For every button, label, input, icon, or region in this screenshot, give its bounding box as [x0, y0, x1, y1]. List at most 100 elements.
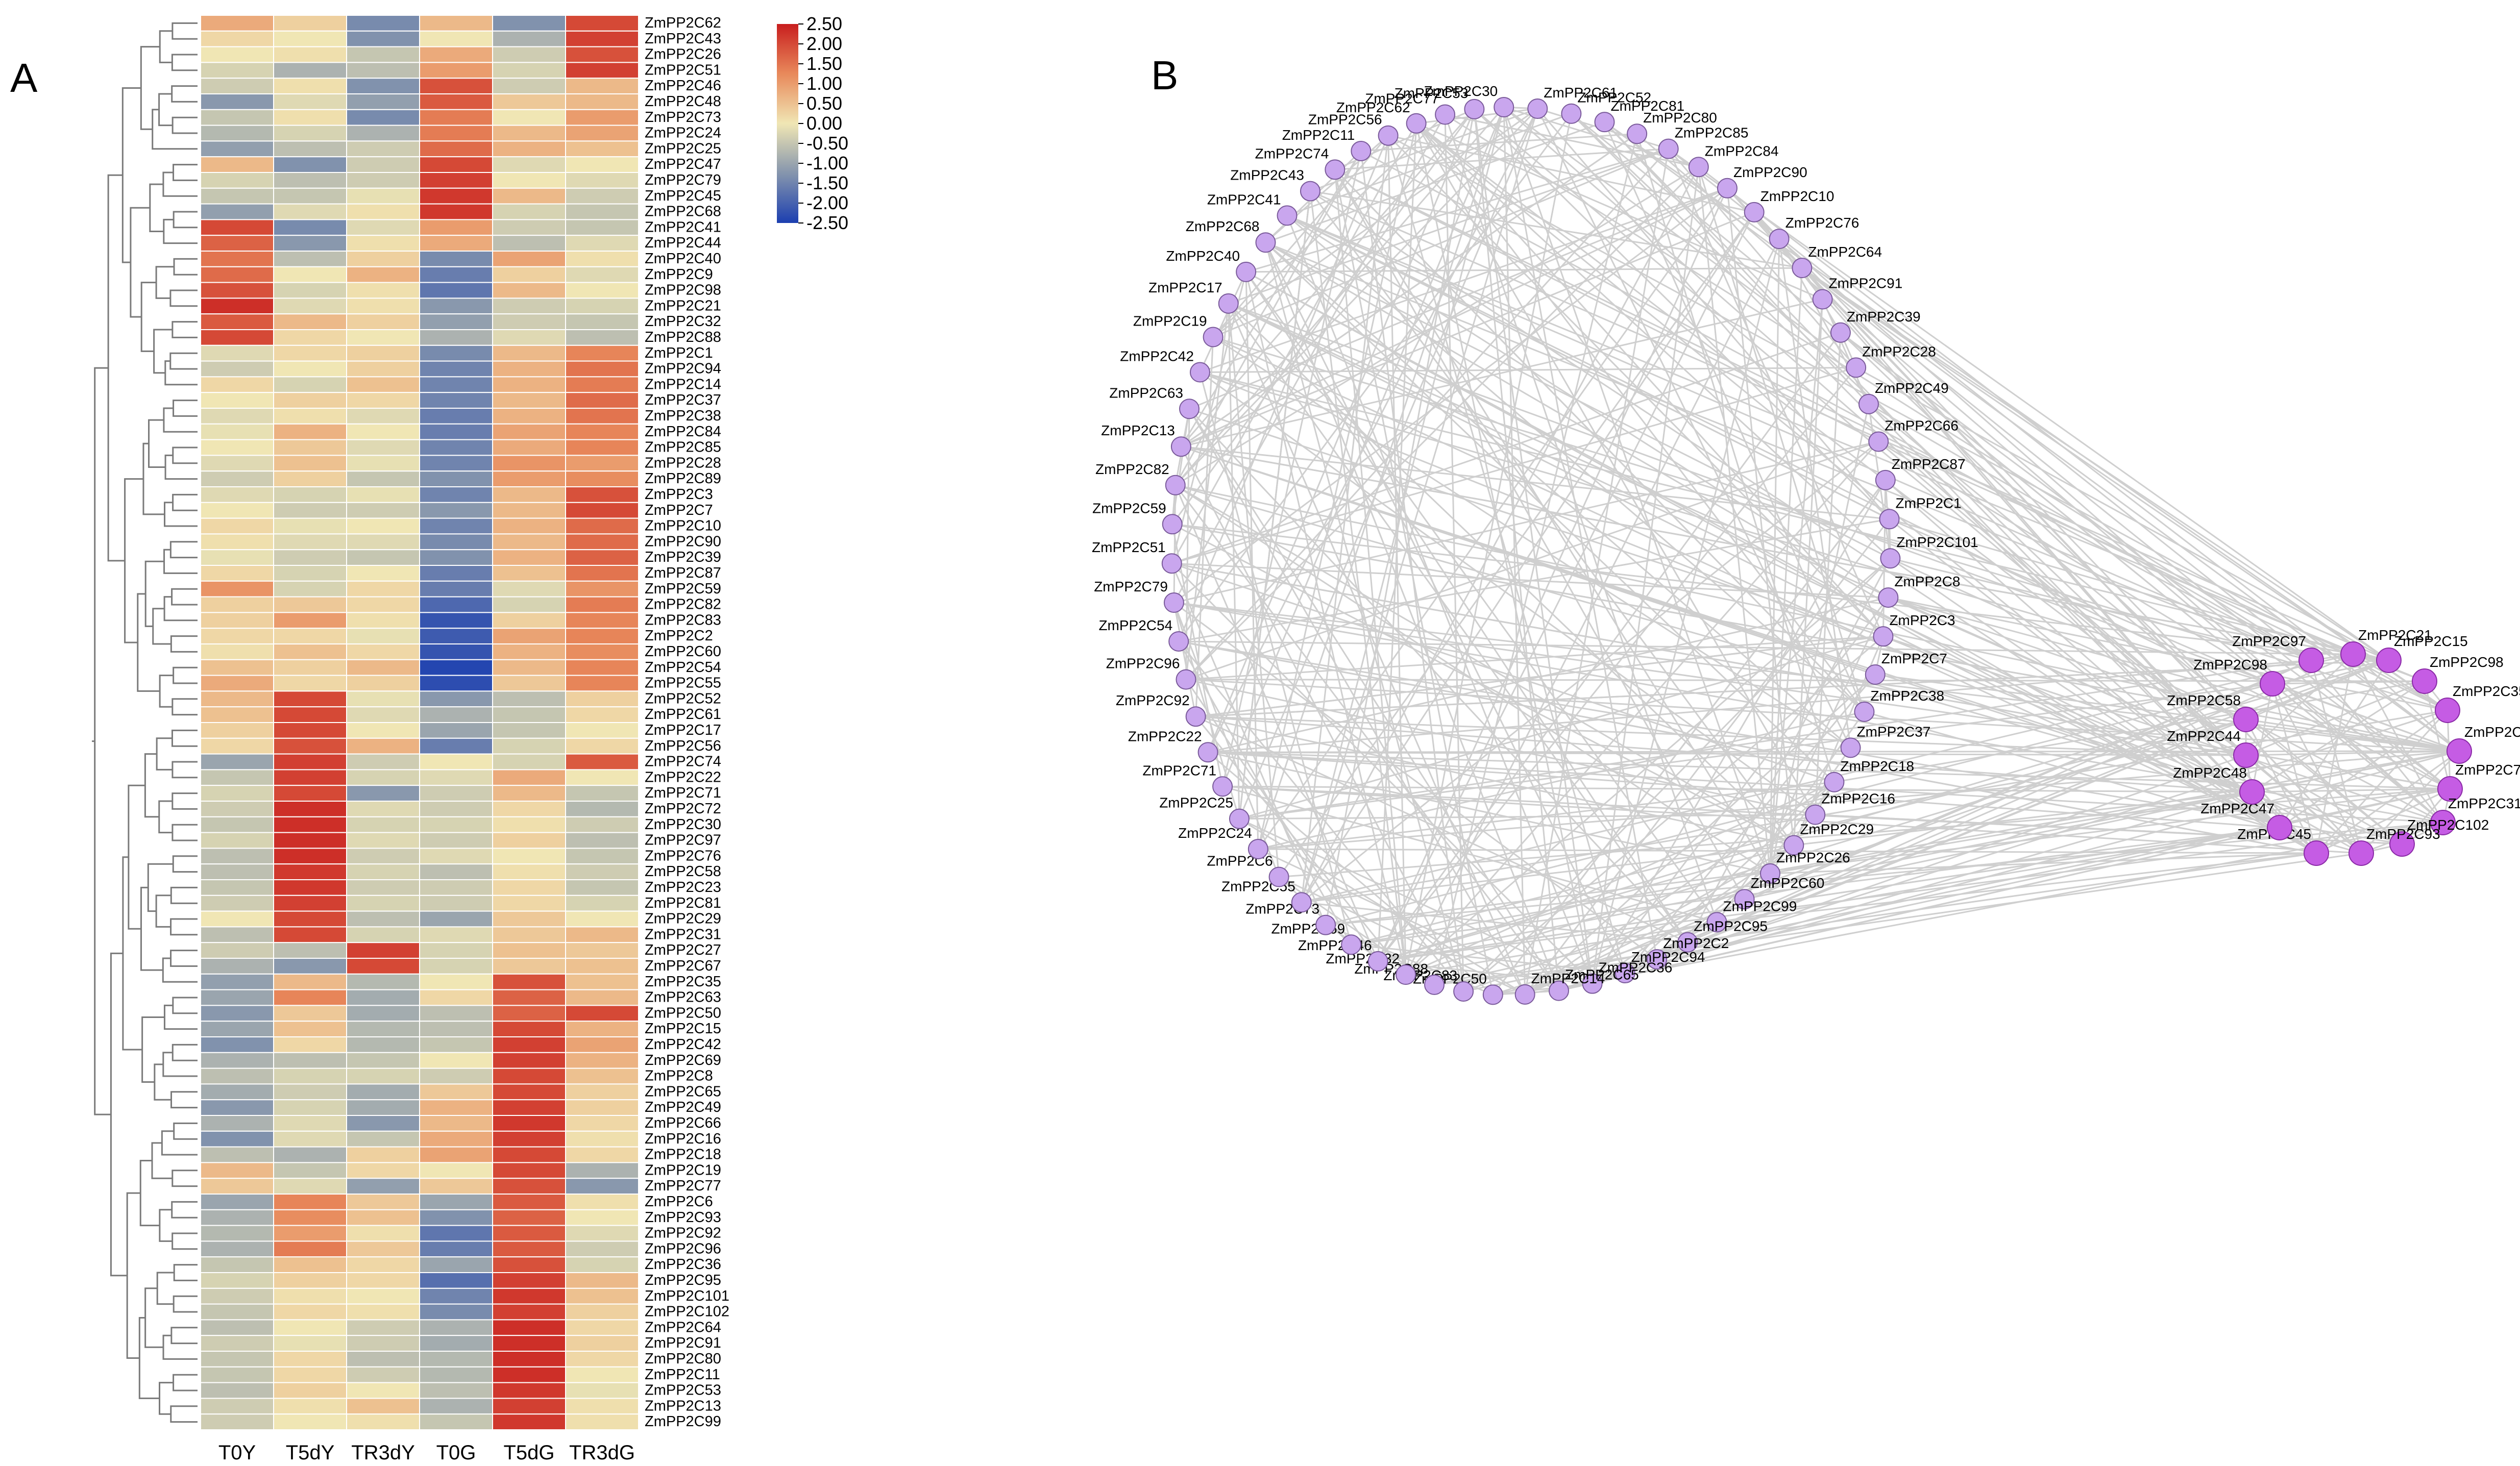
network-node — [1878, 587, 1899, 608]
heatmap-row-label: ZmPP2C69 — [645, 1052, 721, 1069]
heatmap-cell — [419, 675, 493, 692]
heatmap-row-label: ZmPP2C96 — [645, 1240, 721, 1257]
heatmap-cell — [200, 109, 274, 126]
heatmap-cell — [492, 801, 566, 817]
heatmap-cell — [346, 785, 420, 802]
heatmap-cell — [492, 1036, 566, 1053]
heatmap-cell — [273, 517, 347, 535]
heatmap-cell — [419, 109, 493, 126]
heatmap-cell — [419, 1115, 493, 1132]
heatmap-cell — [565, 344, 639, 362]
network-node — [1162, 514, 1183, 535]
heatmap-cell — [273, 125, 347, 142]
heatmap-cell — [492, 1005, 566, 1022]
heatmap-cell — [565, 1366, 639, 1383]
heatmap-cell — [273, 643, 347, 660]
heatmap-cell — [419, 659, 493, 676]
heatmap-cell — [273, 78, 347, 94]
heatmap-cell — [492, 219, 566, 236]
heatmap-cell — [492, 62, 566, 79]
network-node — [1627, 123, 1648, 144]
heatmap-row-label: ZmPP2C48 — [645, 93, 721, 110]
network-node — [1549, 980, 1570, 1001]
network-node — [1168, 631, 1189, 652]
heatmap-cell — [200, 1036, 274, 1053]
network-node-label: ZmPP2C81 — [1611, 98, 1685, 114]
heatmap-cell — [273, 392, 347, 409]
network-hub-node — [2260, 671, 2285, 697]
heatmap-row-label: ZmPP2C82 — [645, 597, 721, 613]
network-node — [1706, 912, 1727, 933]
heatmap-cell — [565, 46, 639, 63]
heatmap-cell — [565, 832, 639, 849]
heatmap-row-label: ZmPP2C95 — [645, 1272, 721, 1288]
heatmap-cell — [200, 235, 274, 252]
heatmap-cell — [419, 470, 493, 488]
heatmap-cell — [419, 455, 493, 472]
heatmap-cell — [346, 1413, 420, 1430]
heatmap-cell — [565, 30, 639, 47]
heatmap-cell — [419, 517, 493, 535]
network-node-label: ZmPP2C14 — [1531, 971, 1605, 986]
heatmap-cell — [419, 690, 493, 708]
network-node — [1688, 157, 1709, 178]
network-nodes: ZmPP2C30 ZmPP2C61ZmPP2C52ZmPP2C81ZmPP2C80… — [1092, 83, 2520, 1005]
network-hub-node — [2267, 815, 2292, 840]
heatmap-row-label: ZmPP2C91 — [645, 1335, 721, 1351]
heatmap-cell — [419, 832, 493, 849]
heatmap-cell — [200, 1319, 274, 1336]
network-hub-node — [2389, 831, 2415, 857]
heatmap-row-label: ZmPP2C14 — [645, 376, 721, 392]
heatmap-cell — [273, 753, 347, 771]
network-node — [1658, 138, 1679, 159]
heatmap-cell — [346, 15, 420, 32]
network-node — [1594, 112, 1615, 133]
heatmap-cell — [346, 408, 420, 425]
heatmap-cell — [273, 737, 347, 755]
heatmap-cell — [200, 1398, 274, 1415]
network-node-label: ZmPP2C85 — [1675, 125, 1749, 141]
heatmap-cell — [200, 439, 274, 456]
heatmap-cell — [273, 282, 347, 299]
heatmap-cell — [273, 1240, 347, 1258]
heatmap-row-label: ZmPP2C89 — [645, 470, 721, 487]
heatmap-cell — [346, 863, 420, 880]
heatmap-cell — [346, 1021, 420, 1037]
heatmap-cell — [346, 926, 420, 943]
heatmap-row-label: ZmPP2C99 — [645, 1413, 721, 1430]
heatmap-row-label: ZmPP2C94 — [645, 361, 721, 377]
network-node-label: ZmPP2C38 — [1870, 688, 1944, 704]
heatmap-cell — [273, 816, 347, 833]
heatmap-cell — [419, 612, 493, 629]
heatmap-row-label: ZmPP2C64 — [645, 1319, 721, 1335]
heatmap-row-label: ZmPP2C79 — [645, 172, 721, 188]
heatmap-cell — [200, 769, 274, 786]
heatmap-cell — [419, 1146, 493, 1163]
heatmap-cell — [492, 753, 566, 771]
heatmap-cell — [565, 62, 639, 79]
network-node-label: ZmPP2C60 — [1751, 875, 1825, 891]
heatmap-cell — [346, 1287, 420, 1305]
network-node-label: ZmPP2C66 — [1885, 418, 1959, 434]
heatmap-cell — [419, 989, 493, 1006]
heatmap-cell — [419, 1162, 493, 1179]
network-hub-label: ZmPP2C102 — [2407, 817, 2489, 833]
heatmap-cell — [492, 879, 566, 896]
network-hub-label: ZmPP2C58 — [2167, 692, 2241, 708]
heatmap-cell — [565, 1146, 639, 1163]
heatmap-cell — [273, 62, 347, 79]
network-node-label: ZmPP2C84 — [1705, 143, 1779, 159]
heatmap-cell — [492, 486, 566, 503]
heatmap-cell — [419, 172, 493, 189]
heatmap-row-label: ZmPP2C73 — [645, 109, 721, 126]
heatmap-cell — [200, 863, 274, 880]
heatmap-cell — [273, 297, 347, 315]
heatmap-cell — [273, 344, 347, 362]
heatmap-cell — [492, 30, 566, 47]
heatmap-cell — [565, 989, 639, 1006]
network-node — [1424, 974, 1445, 995]
heatmap-cell — [200, 203, 274, 220]
network-node-label: ZmPP2C96 — [1106, 656, 1180, 672]
heatmap-cell — [346, 910, 420, 928]
heatmap-row-label: ZmPP2C67 — [645, 958, 721, 974]
